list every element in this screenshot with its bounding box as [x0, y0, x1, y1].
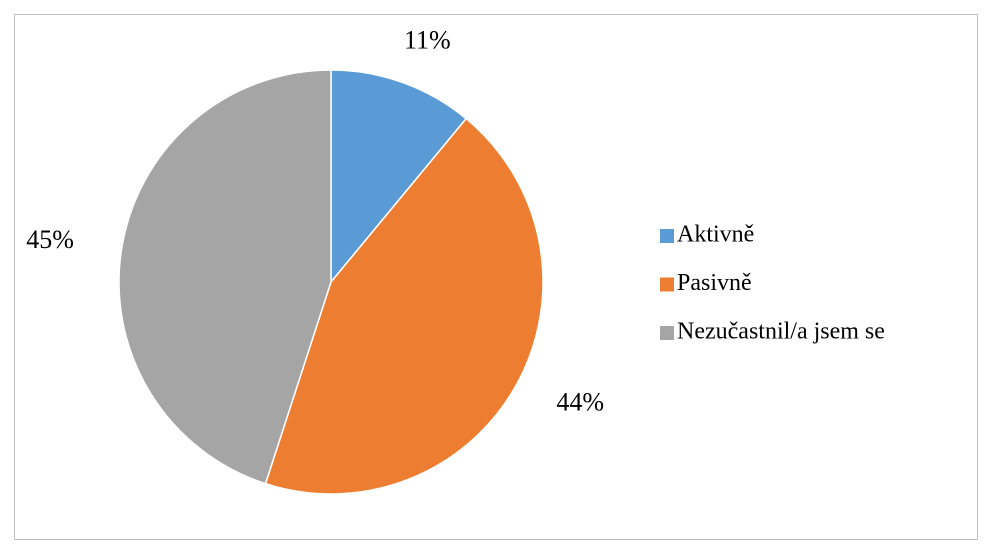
legend-label: Pasivně	[677, 270, 752, 296]
data-label: 44%	[556, 388, 604, 417]
pie-slice	[264, 117, 544, 495]
pie-slice	[330, 69, 468, 285]
legend-label: Aktivně	[677, 222, 754, 248]
data-label: 45%	[26, 225, 74, 254]
legend-swatch	[660, 229, 674, 243]
pie-slice	[118, 69, 332, 485]
legend-swatch	[660, 277, 674, 292]
legend-swatch	[660, 326, 674, 340]
legend-label: Nezučastnil/a jsem se	[677, 319, 885, 345]
data-label: 11%	[404, 26, 451, 55]
